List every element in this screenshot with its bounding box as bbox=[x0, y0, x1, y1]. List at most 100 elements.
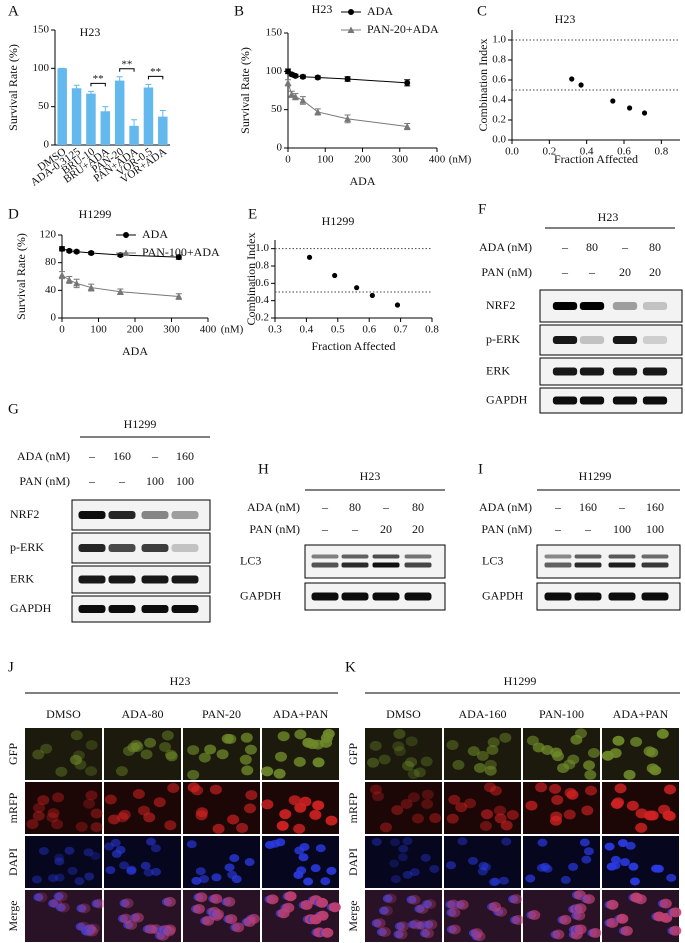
point bbox=[578, 82, 584, 88]
cell-signal bbox=[83, 848, 94, 857]
marker bbox=[284, 79, 292, 86]
cell-signal bbox=[293, 823, 306, 834]
cell-signal bbox=[143, 868, 154, 877]
legend-label: ADA bbox=[367, 4, 393, 18]
cell-signal bbox=[405, 757, 418, 768]
nucleus bbox=[393, 930, 404, 939]
cell-signal bbox=[294, 729, 307, 740]
cell-signal bbox=[110, 838, 121, 847]
row-label: GFP bbox=[6, 743, 20, 765]
band-label: NRF2 bbox=[10, 507, 39, 521]
cell-signal bbox=[421, 789, 434, 800]
cell-signal bbox=[402, 837, 413, 846]
cell-signal bbox=[477, 867, 488, 876]
cell-signal bbox=[224, 863, 235, 872]
cell-signal bbox=[240, 732, 253, 743]
band bbox=[108, 544, 136, 552]
marker bbox=[117, 252, 124, 259]
cell-signal bbox=[610, 799, 623, 810]
error-bar bbox=[131, 119, 138, 132]
cell-signal bbox=[506, 810, 519, 821]
cell-signal bbox=[293, 756, 306, 767]
cell-signal bbox=[306, 739, 319, 750]
blot-title: H23 bbox=[598, 210, 619, 224]
point bbox=[569, 76, 575, 82]
cell-signal bbox=[429, 864, 440, 873]
cell-signal bbox=[72, 750, 85, 761]
cell-signal bbox=[663, 784, 676, 795]
y-tick-label: 0 bbox=[44, 139, 50, 151]
band bbox=[608, 562, 636, 568]
x-tick-label: 0.4 bbox=[580, 146, 594, 158]
lane-label: – bbox=[321, 500, 329, 514]
cell-signal bbox=[132, 788, 145, 799]
cell-signal bbox=[626, 800, 639, 811]
cell-signal bbox=[421, 928, 434, 939]
cell-signal bbox=[54, 857, 65, 866]
lane-label: 160 bbox=[579, 500, 597, 514]
cell-signal bbox=[104, 794, 117, 805]
row-label: Merge bbox=[6, 900, 20, 931]
nucleus bbox=[422, 900, 433, 909]
cell-signal bbox=[86, 926, 99, 937]
cell-signal bbox=[316, 897, 329, 908]
cell-signal bbox=[221, 733, 234, 744]
band bbox=[311, 554, 339, 559]
cell-signal bbox=[239, 754, 252, 765]
band bbox=[552, 396, 578, 405]
marker bbox=[59, 245, 65, 252]
cell-signal bbox=[369, 740, 382, 751]
cell-signal bbox=[244, 858, 255, 867]
cell-signal bbox=[261, 799, 274, 810]
cell-signal bbox=[413, 767, 426, 778]
cell-signal bbox=[617, 839, 628, 848]
cell-signal bbox=[315, 844, 326, 853]
cell-signal bbox=[537, 838, 548, 847]
marker bbox=[116, 288, 124, 295]
x-tick-label: 0.6 bbox=[362, 324, 376, 336]
marker bbox=[87, 284, 95, 291]
nucleus bbox=[33, 893, 44, 902]
cell-signal bbox=[470, 928, 483, 939]
cell-signal bbox=[326, 866, 337, 875]
cell-signal bbox=[372, 791, 385, 802]
micrograph bbox=[25, 728, 102, 780]
cell-signal bbox=[581, 855, 592, 864]
x-tick-label: 300 bbox=[392, 154, 409, 166]
cell-signal bbox=[276, 820, 289, 831]
cell-signal bbox=[298, 853, 309, 862]
cell-signal bbox=[396, 921, 409, 932]
cell-signal bbox=[161, 730, 174, 741]
nucleus bbox=[91, 899, 102, 908]
lane-label: 100 bbox=[646, 522, 664, 536]
chart-title: H23 bbox=[555, 12, 576, 26]
cell-signal bbox=[46, 812, 59, 823]
band bbox=[544, 592, 572, 601]
cell-signal bbox=[277, 908, 290, 919]
cell-signal bbox=[54, 873, 65, 882]
cell-signal bbox=[659, 898, 672, 909]
bar bbox=[100, 111, 111, 145]
bar bbox=[158, 116, 168, 145]
cell-signal bbox=[216, 749, 229, 760]
cell-signal bbox=[223, 896, 236, 907]
cell-signal bbox=[490, 877, 501, 886]
y-tick-label: 1.0 bbox=[492, 34, 506, 46]
cell-signal bbox=[532, 742, 545, 753]
cell-signal bbox=[448, 924, 461, 935]
bar bbox=[143, 87, 154, 145]
cell-signal bbox=[550, 811, 563, 822]
marker bbox=[314, 74, 321, 81]
band bbox=[78, 511, 106, 519]
cell-signal bbox=[144, 924, 157, 935]
x-tick-label: 0.4 bbox=[300, 324, 314, 336]
significance-bracket bbox=[147, 75, 164, 80]
cell-signal bbox=[153, 797, 166, 808]
cell-signal bbox=[653, 864, 664, 873]
cell-signal bbox=[241, 765, 254, 776]
cell-signal bbox=[187, 769, 200, 780]
x-tick-label: 0.8 bbox=[654, 146, 668, 158]
cell-signal bbox=[568, 862, 579, 871]
cell-signal bbox=[456, 899, 469, 910]
